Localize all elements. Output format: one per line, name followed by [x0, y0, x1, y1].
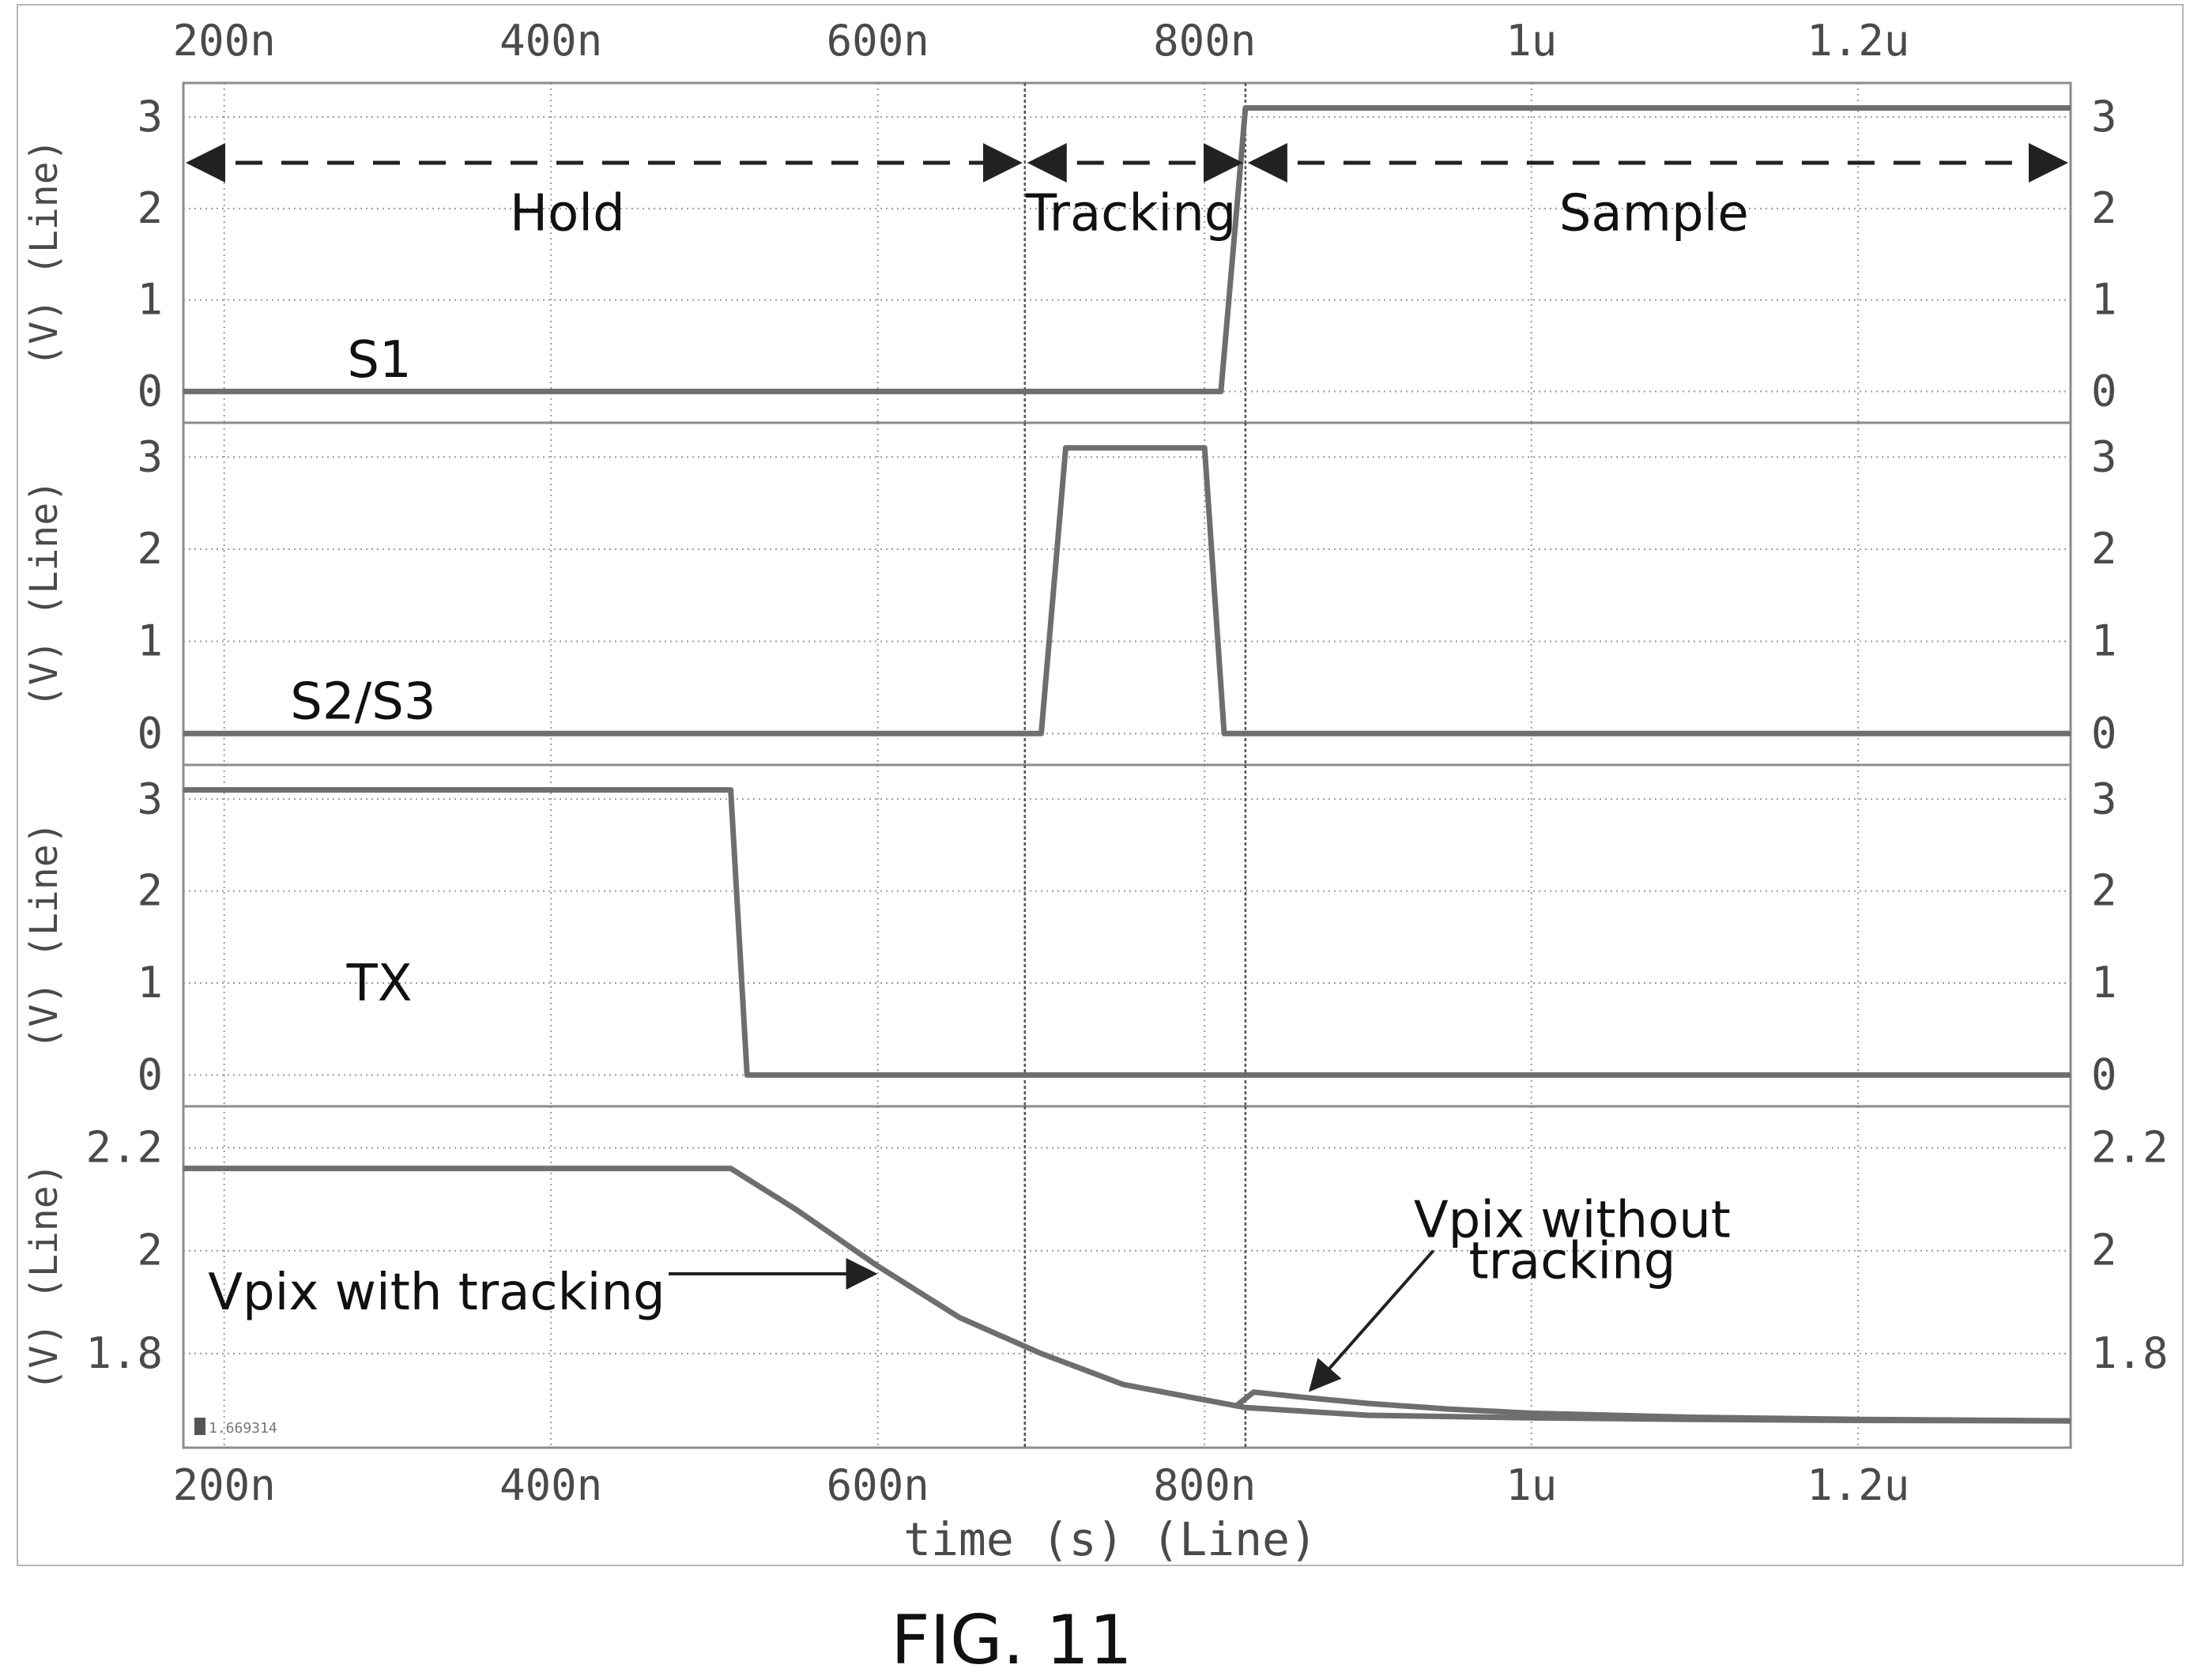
- y-tick-label-right: 2: [2091, 524, 2117, 574]
- y-tick-label-left: 0: [137, 1049, 163, 1099]
- y-tick-label-left: 1: [137, 958, 163, 1008]
- x-tick-label-bottom: 1u: [1506, 1460, 1557, 1510]
- y-tick-label-right: 0: [2091, 366, 2117, 416]
- panel-1: 0 0 1 1 2 2 3 3 (V) (Line) S1 Hold Tracking Sample: [22, 81, 2117, 424]
- panel-4: 1.8 1.8 2 2 2.2 2.2 (V) (Line) Vpix with tracki…: [22, 1105, 2169, 1449]
- y-tick-label-right: 2.2: [2091, 1123, 2169, 1173]
- annotation-label: Hold: [510, 185, 625, 243]
- y-tick-label-left: 3: [137, 92, 163, 141]
- annotation-label: S1: [347, 331, 411, 390]
- y-axis-label: (V) (Line): [22, 139, 66, 367]
- x-tick-label-top: 1u: [1506, 16, 1557, 66]
- x-tick-label-top: 600n: [827, 16, 929, 66]
- y-tick-label-right: 0: [2091, 708, 2117, 758]
- y-tick-label-left: 3: [137, 431, 163, 481]
- y-tick-label-left: 1: [137, 616, 163, 666]
- y-tick-label-left: 2: [137, 524, 163, 574]
- x-tick-label-top: 200n: [173, 16, 276, 66]
- series-trace: [183, 445, 2071, 736]
- y-tick-label-left: 3: [137, 774, 163, 823]
- x-axis-label: time (s) (Line): [903, 1512, 1317, 1566]
- figure-caption: FIG. 11: [891, 1601, 1133, 1680]
- panel-border: [182, 1105, 2072, 1449]
- x-tick-label-bottom: 200n: [173, 1460, 276, 1510]
- x-tick-label-top: 1.2u: [1807, 16, 1909, 66]
- y-tick-label-left: 0: [137, 366, 163, 416]
- series-trace: [183, 787, 2071, 1078]
- y-tick-label-right: 3: [2091, 92, 2117, 141]
- x-tick-label-bottom: 1.2u: [1807, 1460, 1909, 1510]
- panel-border: [182, 421, 2072, 767]
- panel-3: 0 0 1 1 2 2 3 3 (V) (Line) TX: [22, 763, 2117, 1108]
- bottom-x-axis: 200n 400n 600n 800n 1u 1.2u: [173, 1460, 1910, 1510]
- y-tick-label-right: 1.8: [2091, 1328, 2169, 1378]
- top-x-axis: 200n 400n 600n 800n 1u 1.2u: [173, 16, 1910, 66]
- x-tick-label-top: 400n: [499, 16, 602, 66]
- y-axis-label: (V) (Line): [22, 822, 66, 1050]
- series-trace: [183, 105, 2071, 394]
- y-tick-label-right: 1: [2091, 958, 2117, 1008]
- x-tick-label-bottom: 800n: [1153, 1460, 1256, 1510]
- y-tick-label-left: 2: [137, 1226, 163, 1275]
- annotation-label: Sample: [1559, 185, 1749, 243]
- y-tick-label-right: 3: [2091, 774, 2117, 823]
- y-tick-label-right: 2: [2091, 866, 2117, 916]
- annotation-label: S2/S3: [290, 673, 435, 732]
- y-tick-label-right: 0: [2091, 1049, 2117, 1099]
- y-tick-label-left: 1: [137, 275, 163, 325]
- x-tick-label-top: 800n: [1153, 16, 1256, 66]
- panel-2: 0 0 1 1 2 2 3 3 (V) (Line) S2/S3: [22, 421, 2117, 767]
- panel-border: [182, 763, 2072, 1108]
- y-tick-label-right: 1: [2091, 616, 2117, 666]
- y-tick-label-left: 1.8: [85, 1328, 163, 1378]
- marker-readout: 1.669314: [209, 1420, 277, 1437]
- y-tick-label-left: 0: [137, 708, 163, 758]
- annotation-label: Vpix with tracking: [208, 1264, 665, 1322]
- annotation-label: Tracking: [1025, 185, 1236, 243]
- marker-icon: [194, 1418, 205, 1435]
- outer-frame: [17, 4, 2184, 1566]
- annotation-pointer: [1308, 1249, 1435, 1392]
- annotation-label: TX: [346, 955, 413, 1013]
- annotation-label: tracking: [1468, 1233, 1675, 1291]
- y-tick-label-right: 1: [2091, 275, 2117, 325]
- x-tick-label-bottom: 600n: [827, 1460, 929, 1510]
- y-tick-label-left: 2.2: [85, 1123, 163, 1173]
- y-axis-label: (V) (Line): [22, 1163, 66, 1392]
- x-tick-label-bottom: 400n: [499, 1460, 602, 1510]
- y-tick-label-right: 3: [2091, 431, 2117, 481]
- y-tick-label-left: 2: [137, 866, 163, 916]
- annotation-label: Vpix without: [1414, 1192, 1731, 1250]
- y-tick-label-right: 2: [2091, 183, 2117, 233]
- y-tick-label-left: 2: [137, 183, 163, 233]
- y-axis-label: (V) (Line): [22, 480, 66, 708]
- panel-border: [182, 81, 2072, 424]
- y-tick-label-right: 2: [2091, 1226, 2117, 1275]
- series-trace: [1235, 1389, 2071, 1424]
